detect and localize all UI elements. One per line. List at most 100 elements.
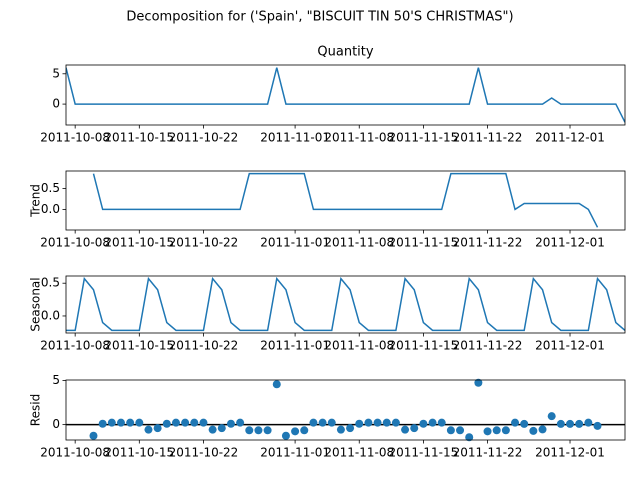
point (208, 425, 217, 434)
point (501, 426, 510, 435)
x-tick-label: 2011-12-01 (535, 131, 605, 145)
point (281, 431, 290, 440)
point (153, 424, 162, 433)
point (116, 418, 125, 427)
point (584, 418, 593, 427)
point (162, 419, 171, 428)
point (575, 419, 584, 428)
point (89, 431, 98, 440)
point (171, 418, 180, 427)
point (538, 425, 547, 434)
y-tick-label: 0.5 (41, 276, 60, 290)
point (318, 418, 327, 427)
point (254, 426, 263, 435)
point (593, 421, 602, 430)
x-tick-label: 2011-10-22 (169, 446, 239, 460)
point (529, 426, 538, 435)
point (364, 418, 373, 427)
x-tick-label: 2011-11-22 (453, 446, 523, 460)
point (226, 419, 235, 428)
point (410, 424, 419, 433)
y-tick-label: 0 (52, 417, 60, 431)
y-tick-label: 0.5 (41, 181, 60, 195)
x-tick-label: 2011-12-01 (535, 339, 605, 353)
point (300, 426, 309, 435)
point (391, 418, 400, 427)
y-tick-label: 5 (52, 66, 60, 80)
x-tick-label: 2011-10-15 (104, 339, 174, 353)
point (245, 426, 254, 435)
x-tick-label: 2011-10-22 (169, 131, 239, 145)
x-tick-label: 2011-10-15 (104, 236, 174, 250)
x-tick-label: 2011-10-22 (169, 339, 239, 353)
y-tick-label: 0 (52, 97, 60, 111)
line (92, 172, 599, 228)
point (291, 427, 300, 436)
x-tick-label: 2011-11-01 (260, 339, 330, 353)
axes-title: Quantity (317, 45, 373, 60)
x-tick-label: 2011-12-01 (535, 446, 605, 460)
point (107, 418, 116, 427)
x-tick-label: 2011-10-08 (40, 446, 110, 460)
x-tick-label: 2011-10-22 (169, 236, 239, 250)
x-tick-label: 2011-11-15 (389, 339, 459, 353)
point (566, 419, 575, 428)
point (437, 418, 446, 427)
x-tick-label: 2011-11-01 (260, 131, 330, 145)
point (419, 419, 428, 428)
axes-frame (65, 170, 626, 231)
point (346, 424, 355, 433)
x-tick-label: 2011-11-15 (389, 236, 459, 250)
point (263, 426, 272, 435)
point (474, 378, 483, 387)
point (511, 418, 520, 427)
axes-frame (65, 275, 626, 334)
axes-frame (65, 64, 626, 126)
point (217, 424, 226, 433)
point (355, 419, 364, 428)
point (144, 425, 153, 434)
y-tick-label: 5 (52, 373, 60, 387)
x-tick-label: 2011-10-15 (104, 131, 174, 145)
point (382, 418, 391, 427)
point (373, 418, 382, 427)
point (401, 425, 410, 434)
y-axis-label: Seasonal (29, 277, 43, 331)
y-tick-label: 0.0 (41, 308, 60, 322)
x-tick-label: 2011-11-01 (260, 236, 330, 250)
point (492, 426, 501, 435)
line (66, 276, 625, 332)
y-axis-label: Trend (29, 184, 43, 218)
point (98, 419, 107, 428)
y-axis-label: Resid (29, 394, 43, 426)
x-tick-label: 2011-11-22 (453, 339, 523, 353)
x-tick-label: 2011-11-15 (389, 446, 459, 460)
x-tick-label: 2011-11-15 (389, 131, 459, 145)
y-tick-label: 0.0 (41, 202, 60, 216)
x-tick-label: 2011-11-22 (453, 131, 523, 145)
x-tick-label: 2011-10-08 (40, 236, 110, 250)
x-tick-label: 2011-11-22 (453, 236, 523, 250)
x-tick-label: 2011-11-08 (324, 236, 394, 250)
point (236, 418, 245, 427)
point (199, 418, 208, 427)
point (309, 418, 318, 427)
x-tick-label: 2011-10-08 (40, 339, 110, 353)
point (336, 425, 345, 434)
x-tick-label: 2011-11-08 (324, 446, 394, 460)
point (126, 418, 135, 427)
point (327, 418, 336, 427)
x-tick-label: 2011-12-01 (535, 236, 605, 250)
point (547, 412, 556, 421)
point (181, 418, 190, 427)
x-tick-label: 2011-11-08 (324, 339, 394, 353)
figure-title: Decomposition for ('Spain', "BISCUIT TIN… (126, 10, 513, 25)
point (520, 419, 529, 428)
point (135, 418, 144, 427)
point (428, 418, 437, 427)
x-tick-label: 2011-11-01 (260, 446, 330, 460)
axes-frame (65, 379, 626, 441)
point (456, 426, 465, 435)
point (556, 419, 565, 428)
x-tick-label: 2011-11-08 (324, 131, 394, 145)
